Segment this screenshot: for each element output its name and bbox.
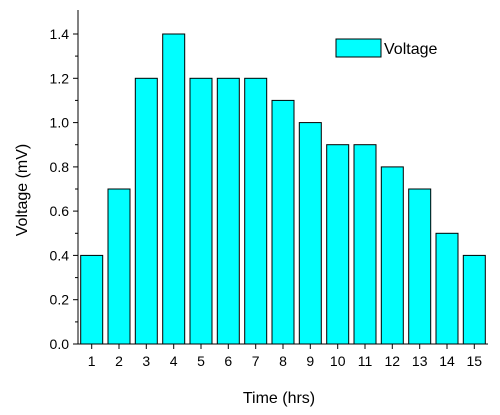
- y-tick-label: 1.4: [50, 26, 70, 42]
- bar-10: [326, 144, 350, 345]
- x-tick-label: 10: [330, 353, 346, 369]
- bar-12: [380, 166, 404, 345]
- y-axis-title: Voltage (mV): [14, 144, 31, 236]
- bar-9: [298, 122, 322, 345]
- legend-swatch: [335, 38, 382, 58]
- x-axis-title: Time (hrs): [243, 390, 315, 407]
- bar-15: [462, 254, 486, 345]
- y-tick-label: 1.2: [50, 70, 70, 86]
- ticks-layer: [73, 33, 475, 349]
- bar-2: [107, 188, 131, 345]
- bar-3: [134, 77, 158, 345]
- x-tick-label: 15: [467, 353, 483, 369]
- x-tick-label: 5: [197, 353, 205, 369]
- legend-label: Voltage: [384, 41, 437, 58]
- x-tick-label: 6: [224, 353, 232, 369]
- x-tick-label: 14: [439, 353, 455, 369]
- bar-8: [271, 99, 295, 345]
- bars-layer: [80, 33, 486, 345]
- x-tick-label: 4: [170, 353, 178, 369]
- x-tick-label: 3: [142, 353, 150, 369]
- bar-5: [189, 77, 213, 345]
- x-tick-label: 9: [306, 353, 314, 369]
- x-tick-label: 8: [279, 353, 287, 369]
- x-tick-label: 2: [115, 353, 123, 369]
- x-tick-label: 12: [385, 353, 401, 369]
- y-tick-label: 0.6: [50, 203, 70, 219]
- tick-labels-layer: 0.00.20.40.60.81.01.21.41 2 3 4 5 6 7 8 9 10 11 12 1…: [50, 26, 483, 369]
- x-tick-label: 13: [412, 353, 428, 369]
- y-tick-label: 0.8: [50, 159, 70, 175]
- y-tick-label: 0.0: [50, 336, 70, 352]
- bar-14: [435, 232, 459, 345]
- x-tick-label: 1: [88, 353, 96, 369]
- bar-1: [80, 254, 104, 345]
- bar-13: [408, 188, 432, 345]
- legend: Voltage: [335, 38, 437, 58]
- x-tick-label: 7: [252, 353, 260, 369]
- bar-7: [244, 77, 268, 345]
- y-tick-label: 1.0: [50, 115, 70, 131]
- bar-11: [353, 144, 377, 345]
- bar-6: [216, 77, 240, 345]
- y-tick-label: 0.2: [50, 292, 70, 308]
- x-tick-label: 11: [358, 353, 373, 369]
- y-tick-label: 0.4: [50, 247, 70, 263]
- bar-4: [162, 33, 186, 345]
